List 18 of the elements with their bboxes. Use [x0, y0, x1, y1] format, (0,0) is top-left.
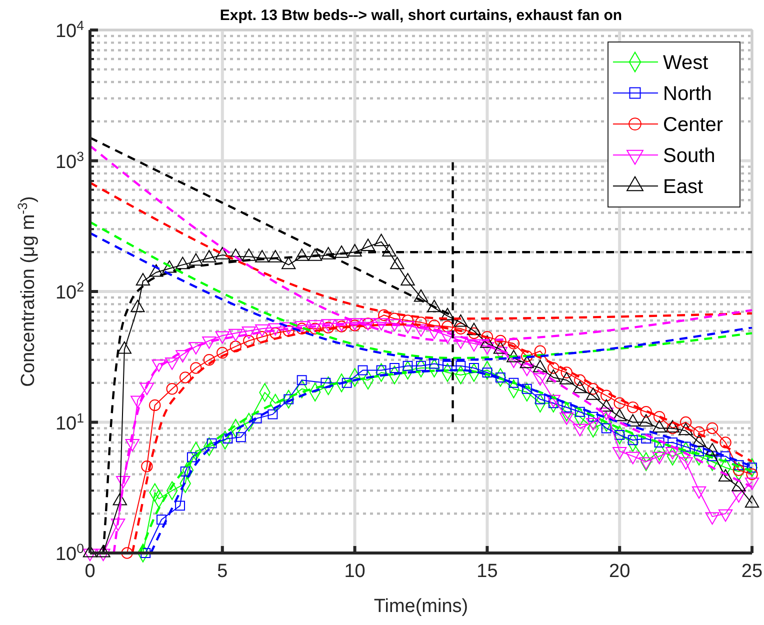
x-axis-title: Time(mins) — [374, 596, 468, 617]
legend-label: North — [663, 83, 712, 105]
chart-title: Expt. 13 Btw beds--> wall, short curtains, exhaust fan on — [220, 7, 622, 24]
legend-label: South — [663, 145, 716, 167]
legend-label: East — [663, 176, 704, 198]
y-tick-label: 10$^{3}$ — [55, 148, 84, 173]
legend-label: West — [663, 52, 709, 74]
x-tick-label: 20 — [609, 561, 630, 582]
y-tick-label: 10$^{1}$ — [55, 410, 84, 434]
x-tick-label: 25 — [741, 561, 763, 582]
y-tick-label: 10$^{0}$ — [55, 540, 84, 565]
x-tick-label: 0 — [84, 561, 96, 582]
y-tick-label: 10$^{4}$ — [55, 18, 84, 42]
x-tick-label: 10 — [344, 561, 366, 582]
legend-label: Center — [663, 114, 724, 136]
y-tick-label: 10$^{2}$ — [55, 279, 84, 304]
x-tick-label: 15 — [476, 561, 498, 582]
x-tick-label: 5 — [217, 561, 228, 582]
